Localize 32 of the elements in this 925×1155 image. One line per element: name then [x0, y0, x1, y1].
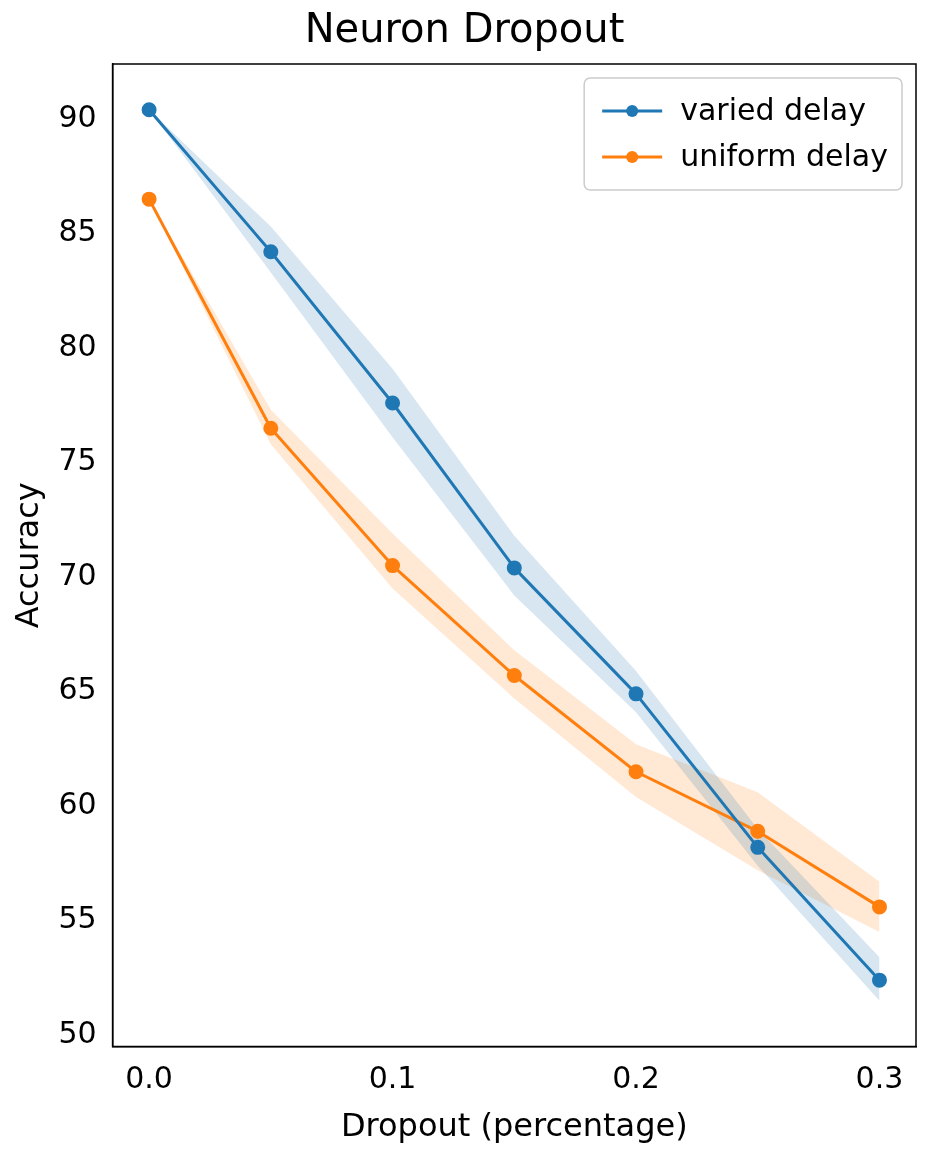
y-tick-label: 50: [58, 1014, 97, 1050]
point: [628, 764, 644, 780]
legend-label: uniform delay: [680, 137, 889, 173]
y-axis-title: Accuracy: [7, 482, 46, 629]
y-tick-label: 90: [58, 98, 97, 134]
point: [141, 191, 157, 207]
point: [263, 420, 279, 436]
point: [385, 395, 401, 411]
x-axis-title: Dropout (percentage): [340, 1106, 688, 1145]
point: [628, 686, 644, 702]
point: [506, 560, 522, 576]
y-tick-label: 75: [58, 442, 97, 478]
x-tick-label: 0.2: [612, 1060, 660, 1096]
point: [871, 899, 887, 915]
legend-label: varied delay: [680, 91, 867, 127]
point: [506, 668, 522, 684]
point: [750, 839, 766, 855]
x-tick-label: 0.1: [368, 1060, 417, 1096]
chart-title: Neuron Dropout: [304, 5, 625, 52]
y-tick-label: 60: [58, 785, 97, 821]
point: [263, 244, 279, 260]
y-tick-label: 85: [58, 213, 97, 249]
point: [750, 823, 766, 839]
y-tick-label: 55: [58, 900, 97, 936]
point: [871, 972, 887, 988]
y-tick-label: 65: [58, 671, 97, 707]
y-tick-label: 70: [58, 556, 97, 592]
point: [141, 102, 157, 118]
point: [385, 558, 401, 574]
x-tick-label: 0.3: [855, 1060, 904, 1096]
y-tick-label: 80: [58, 327, 97, 363]
x-tick-label: 0.0: [125, 1060, 173, 1096]
